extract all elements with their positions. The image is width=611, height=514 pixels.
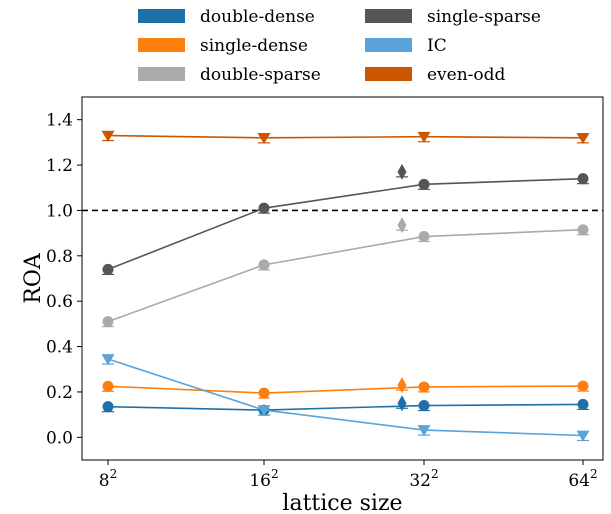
- legend-swatch: [138, 67, 185, 81]
- data-point: [418, 400, 430, 412]
- data-point: [101, 354, 115, 366]
- legend-swatch: [365, 67, 412, 81]
- data-point: [576, 132, 590, 145]
- series-double-dense: [102, 395, 589, 416]
- data-point: [418, 231, 430, 243]
- legend-item: single-sparse: [365, 7, 541, 27]
- data-point: [258, 202, 270, 214]
- x-axis-ticks: 82 162 322 642: [99, 460, 598, 491]
- data-point: [577, 380, 589, 392]
- x-tick-label: 642: [568, 467, 597, 491]
- legend-label: double-sparse: [200, 65, 321, 85]
- legend-swatch: [365, 9, 412, 23]
- legend-label: single-dense: [200, 36, 308, 56]
- y-tick-label: 1.2: [46, 156, 73, 176]
- series-group: [101, 130, 590, 442]
- data-point-extra: [397, 395, 407, 412]
- data-point: [102, 401, 114, 413]
- data-point: [417, 425, 431, 437]
- series-line: [107, 177, 584, 271]
- y-axis-ticks: 0.0 0.2 0.4 0.6 0.8 1.0 1.2 1.4: [46, 111, 82, 448]
- data-point: [101, 130, 115, 142]
- data-point: [102, 316, 114, 328]
- series-double-sparse: [102, 217, 589, 328]
- y-axis-label: ROA: [21, 252, 46, 304]
- legend-item: even-odd: [365, 65, 506, 85]
- series-even-odd: [101, 130, 590, 145]
- legend: double-dense single-dense double-sparse sin…: [138, 7, 541, 85]
- plot-frame: [81, 96, 604, 461]
- series-line: [107, 403, 584, 411]
- legend-swatch: [138, 38, 185, 52]
- data-point: [577, 224, 589, 236]
- x-tick-label: 162: [249, 467, 278, 491]
- series-line: [107, 134, 584, 139]
- data-point-extra: [397, 377, 407, 394]
- y-tick-label: 0.8: [46, 247, 73, 267]
- data-point: [257, 132, 271, 145]
- legend-item: single-dense: [138, 36, 308, 56]
- legend-label: single-sparse: [427, 7, 541, 27]
- legend-item: double-sparse: [138, 65, 321, 85]
- y-tick-label: 0.4: [46, 338, 73, 358]
- series-line: [107, 358, 584, 437]
- y-tick-label: 1.4: [46, 111, 73, 131]
- legend-item: IC: [365, 36, 447, 56]
- data-point: [258, 259, 270, 271]
- x-tick-label: 82: [99, 467, 117, 491]
- legend-swatch: [138, 9, 185, 23]
- data-point: [577, 173, 589, 185]
- x-tick-label: 322: [409, 467, 438, 491]
- x-axis-label: lattice size: [282, 491, 402, 514]
- series-single-sparse: [102, 163, 589, 276]
- data-point-extra: [397, 217, 407, 234]
- series-IC: [101, 354, 590, 442]
- legend-swatch: [365, 38, 412, 52]
- data-point: [418, 178, 430, 190]
- y-tick-label: 0.0: [46, 428, 73, 448]
- data-point: [417, 131, 431, 143]
- series-single-dense: [102, 377, 589, 399]
- data-point: [257, 405, 271, 417]
- data-point: [576, 430, 590, 442]
- y-tick-label: 1.0: [46, 201, 73, 221]
- data-point: [102, 263, 114, 275]
- y-tick-label: 0.6: [46, 292, 73, 312]
- data-point: [418, 381, 430, 393]
- data-point-extra: [397, 163, 407, 180]
- legend-label: IC: [427, 36, 447, 56]
- series-line: [107, 385, 584, 394]
- data-point: [577, 398, 589, 410]
- legend-item: double-dense: [138, 7, 315, 27]
- data-point: [258, 387, 270, 399]
- legend-label: even-odd: [427, 65, 506, 85]
- data-point: [102, 380, 114, 392]
- legend-label: double-dense: [200, 7, 315, 27]
- series-line: [107, 228, 584, 323]
- y-tick-label: 0.2: [46, 383, 73, 403]
